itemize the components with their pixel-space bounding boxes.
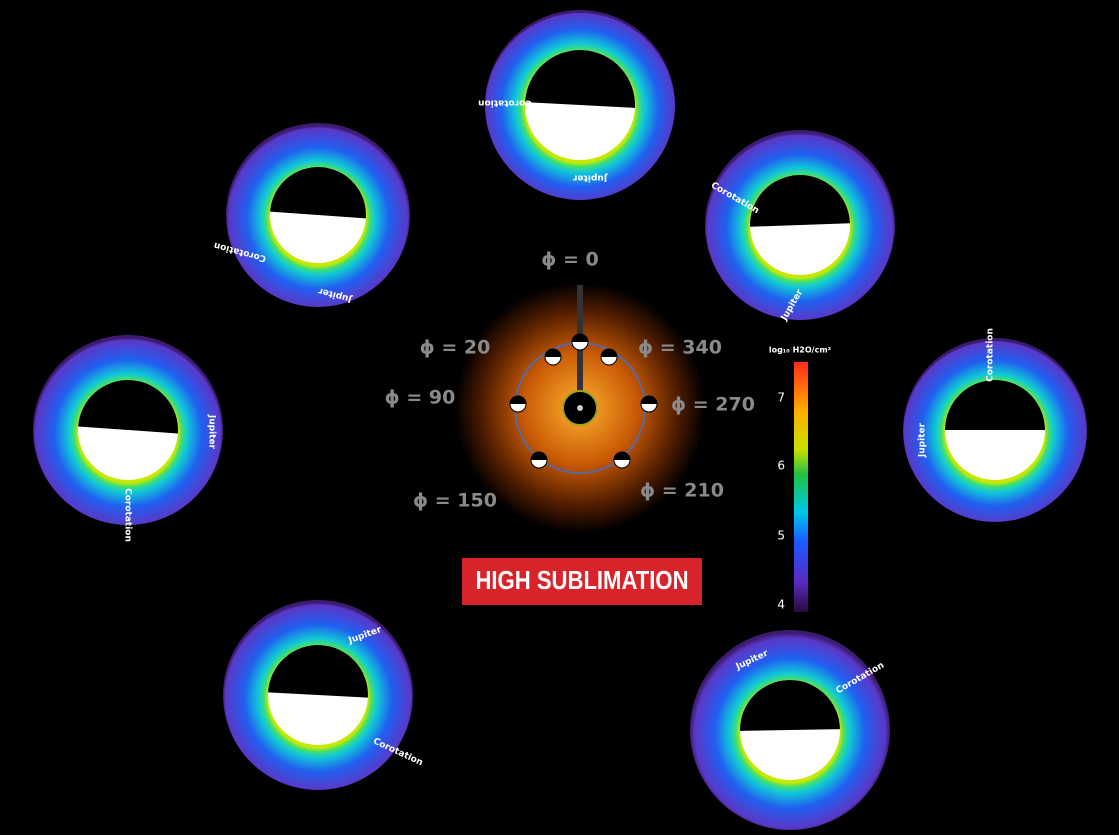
phase-label: ϕ = 270 bbox=[671, 394, 755, 416]
colorbar-scale bbox=[794, 362, 808, 612]
banner-bg bbox=[462, 558, 702, 605]
panel: Jupiter Corotation bbox=[33, 335, 223, 542]
moon-night bbox=[525, 50, 635, 108]
colorbar-title: log₁₀ H2O/cm² bbox=[769, 346, 832, 355]
mini-moon-night bbox=[572, 334, 588, 342]
corotation-label: Corotation bbox=[986, 328, 996, 382]
jupiter-label: Jupiter bbox=[572, 173, 608, 183]
jupiter-center bbox=[577, 405, 583, 411]
banner: HIGH SUBLIMATION bbox=[475, 566, 688, 595]
corotation-label: Corotation bbox=[123, 488, 133, 542]
colorbar-tick: 5 bbox=[777, 529, 785, 543]
mini-moon-night bbox=[510, 396, 526, 404]
corotation-label: Corotation bbox=[478, 98, 532, 108]
moon-night bbox=[740, 680, 840, 731]
phase-label: ϕ = 150 bbox=[413, 490, 497, 512]
colorbar-tick: 4 bbox=[777, 598, 785, 612]
moon-night bbox=[268, 645, 368, 698]
moon-night bbox=[270, 167, 366, 219]
central-view bbox=[455, 283, 705, 533]
jupiter-label: Jupiter bbox=[918, 422, 928, 458]
phase-label: ϕ = 90 bbox=[385, 387, 456, 409]
moon-night bbox=[78, 380, 178, 434]
panel: Jupiter Corotation bbox=[903, 328, 1087, 522]
moons bbox=[509, 333, 658, 469]
moon-night bbox=[750, 175, 850, 227]
mini-moon-night bbox=[614, 452, 630, 460]
phase-label: ϕ = 340 bbox=[638, 337, 722, 359]
mini-moon-night bbox=[545, 349, 561, 357]
colorbar-tick: 6 bbox=[777, 459, 785, 473]
phase-label: ϕ = 210 bbox=[640, 480, 724, 502]
moon-night bbox=[945, 380, 1045, 430]
phase-label: ϕ = 20 bbox=[420, 337, 491, 359]
phase-label: ϕ = 0 bbox=[541, 249, 599, 271]
colorbar-tick: 7 bbox=[777, 391, 785, 405]
mini-moon-night bbox=[601, 349, 617, 357]
mini-moon-night bbox=[641, 396, 657, 404]
mini-moon-night bbox=[531, 452, 547, 460]
colorbar: log₁₀ H2O/cm² 7 6 5 4 bbox=[769, 346, 832, 612]
jupiter-label: Jupiter bbox=[207, 414, 217, 450]
panels: Jupiter Corotation Jupiter Corotation Jupite… bbox=[33, 10, 1087, 830]
panel: Jupiter Corotation bbox=[478, 10, 675, 200]
